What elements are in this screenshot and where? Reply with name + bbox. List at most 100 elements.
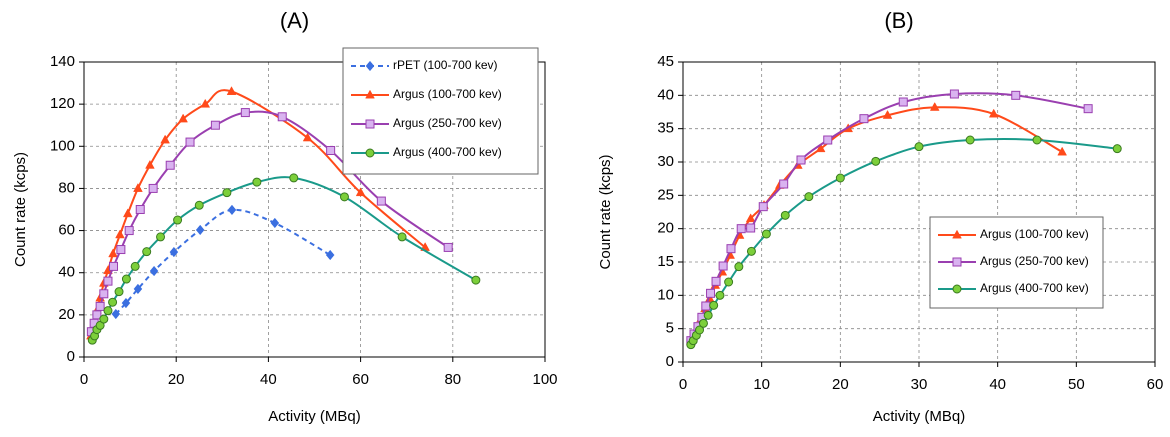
marker (185, 137, 195, 147)
marker (988, 108, 999, 118)
chart-title: (A) (280, 8, 309, 33)
x-tick-label: 30 (911, 376, 928, 393)
marker (103, 306, 113, 316)
x-tick-label: 80 (444, 371, 461, 388)
y-axis-label: Count rate (kcps) (597, 154, 614, 269)
x-tick-label: 20 (168, 371, 185, 388)
marker (173, 215, 183, 225)
marker (156, 232, 166, 242)
marker (823, 135, 833, 145)
marker (178, 113, 188, 123)
y-tick-label: 20 (657, 220, 674, 237)
x-tick-label: 40 (989, 376, 1006, 393)
marker (1083, 104, 1093, 114)
marker (109, 261, 119, 271)
marker (302, 132, 313, 142)
y-tick-label: 10 (657, 286, 674, 303)
marker (898, 97, 908, 107)
marker (355, 187, 366, 197)
legend-label: Argus (400-700 kev) (393, 145, 502, 159)
marker (122, 208, 133, 218)
legend-label: Argus (100-700 kev) (980, 227, 1089, 241)
legend-label: Argus (250-700 kev) (980, 254, 1089, 268)
marker (108, 297, 118, 307)
marker (222, 188, 232, 198)
marker (761, 229, 771, 239)
marker (99, 314, 109, 324)
y-tick-label: 120 (50, 95, 75, 112)
marker (103, 276, 113, 286)
marker (397, 232, 407, 242)
marker (194, 200, 204, 210)
x-tick-label: 60 (352, 371, 369, 388)
y-tick-label: 0 (67, 348, 75, 365)
marker (914, 142, 924, 152)
x-tick-label: 40 (260, 371, 277, 388)
x-tick-label: 50 (1068, 376, 1085, 393)
marker (796, 155, 806, 165)
y-tick-label: 100 (50, 137, 75, 154)
x-tick-label: 0 (80, 371, 88, 388)
marker (701, 301, 711, 311)
x-tick-label: 10 (753, 376, 770, 393)
marker (711, 276, 721, 286)
marker (252, 177, 262, 187)
x-axis-label: Activity (MBq) (268, 408, 361, 425)
marker (715, 290, 725, 300)
marker (703, 310, 713, 320)
marker (949, 89, 959, 99)
marker (226, 86, 237, 95)
marker (240, 108, 250, 118)
marker (952, 229, 962, 239)
series-line (115, 208, 331, 315)
marker (121, 274, 131, 284)
marker (121, 297, 131, 309)
y-tick-label: 45 (657, 53, 674, 70)
marker (115, 229, 125, 239)
marker (726, 244, 736, 254)
marker (149, 265, 159, 277)
marker (145, 159, 155, 169)
y-tick-label: 140 (50, 53, 75, 70)
marker (706, 288, 716, 298)
x-tick-label: 20 (832, 376, 849, 393)
marker (365, 60, 375, 72)
marker (698, 318, 708, 328)
marker (148, 183, 158, 193)
y-tick-label: 40 (58, 264, 75, 281)
marker (326, 146, 336, 155)
marker (736, 224, 746, 234)
marker (779, 179, 789, 189)
marker (871, 156, 881, 166)
marker (111, 308, 121, 320)
marker (270, 217, 280, 229)
marker (108, 248, 118, 258)
y-tick-label: 5 (666, 320, 674, 337)
marker (471, 275, 481, 285)
marker (200, 98, 211, 108)
marker (1032, 135, 1042, 145)
marker (734, 262, 744, 272)
marker (443, 242, 453, 252)
marker (952, 284, 962, 294)
x-tick-label: 60 (1147, 376, 1164, 393)
marker (835, 173, 845, 183)
marker (1057, 146, 1067, 156)
y-tick-label: 30 (657, 153, 674, 170)
series-line (91, 176, 477, 341)
marker (169, 246, 179, 258)
y-axis-label: Count rate (kcps) (12, 152, 29, 267)
marker (376, 196, 386, 206)
marker (142, 247, 152, 257)
marker (859, 114, 869, 124)
marker (746, 246, 756, 256)
marker (227, 204, 237, 216)
plot-frame (83, 61, 546, 358)
marker (210, 120, 220, 130)
y-tick-label: 80 (58, 179, 75, 196)
marker (724, 277, 734, 287)
marker (695, 325, 705, 335)
marker (365, 148, 375, 158)
marker (339, 192, 349, 202)
marker (95, 301, 105, 311)
